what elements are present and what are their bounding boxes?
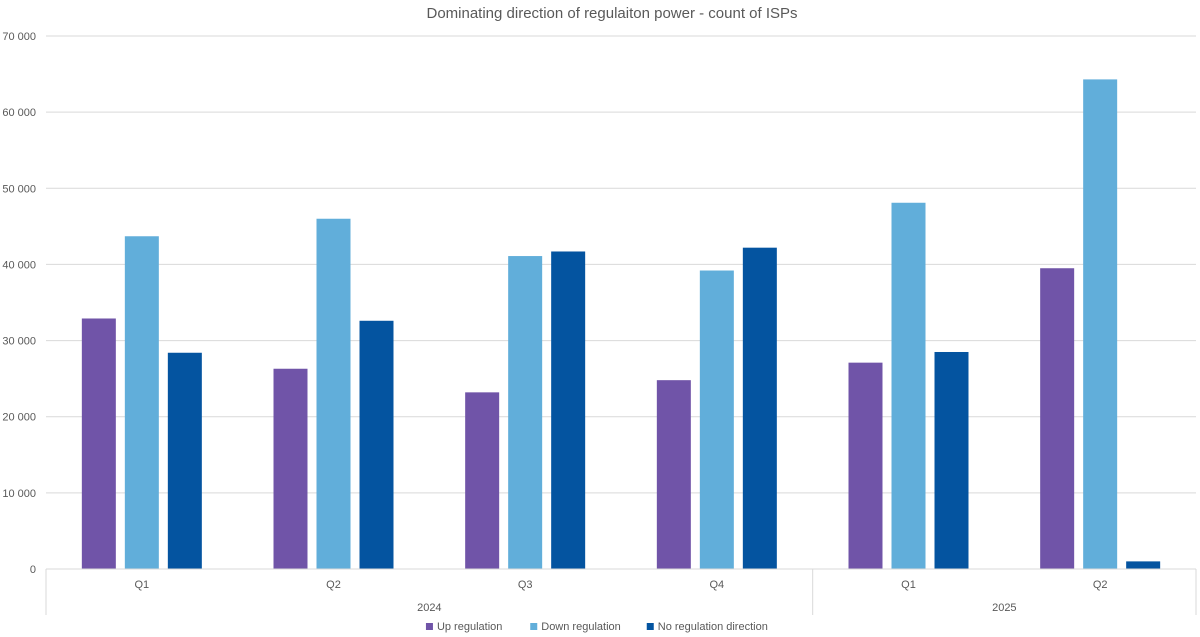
x-axis: Q1 Q2 Q3 Q4 Q1 Q2 2024 2025 (45, 568, 1197, 615)
bar (1083, 79, 1118, 569)
legend: Up regulation Down regulation No regulatio… (425, 621, 768, 633)
legend-swatch (425, 623, 433, 630)
legend-label: Up regulation (437, 621, 502, 633)
bar (1040, 268, 1075, 569)
bar (551, 251, 586, 569)
x-tick-label: Q3 (518, 579, 533, 591)
legend-swatch (646, 623, 654, 630)
gridlines (46, 35, 1196, 494)
bar (848, 362, 883, 569)
bar (273, 368, 308, 569)
legend-swatch (530, 623, 538, 630)
x-tick-label: Q4 (709, 579, 724, 591)
y-tick-label: 70 000 (2, 31, 36, 43)
bar (167, 352, 202, 569)
y-tick-label: 10 000 (2, 488, 36, 500)
bar (656, 380, 691, 569)
bar (934, 351, 969, 569)
y-tick-label: 0 (30, 564, 36, 576)
x-tick-label: Q1 (134, 579, 149, 591)
x-tick-label: Q1 (901, 579, 916, 591)
y-tick-label: 60 000 (2, 107, 36, 119)
bar (1126, 561, 1161, 569)
bar (465, 392, 500, 569)
chart-title: Dominating direction of regulaiton power… (426, 5, 797, 22)
bar (508, 256, 543, 569)
bar (699, 270, 734, 569)
bar (359, 320, 394, 569)
y-tick-label: 50 000 (2, 183, 36, 195)
y-tick-label: 40 000 (2, 259, 36, 271)
legend-label: No regulation direction (658, 621, 768, 633)
bar (81, 318, 116, 569)
bar (124, 236, 159, 569)
bar (742, 247, 777, 570)
x-tick-label: Q2 (326, 579, 341, 591)
bar (316, 218, 351, 569)
x-group-label: 2024 (417, 602, 441, 614)
y-axis-ticks: 0 10 000 20 000 30 000 40 000 50 000 60 000 70 … (2, 31, 36, 576)
y-tick-label: 30 000 (2, 336, 36, 348)
x-tick-label: Q2 (1093, 579, 1108, 591)
x-group-label: 2025 (992, 602, 1016, 614)
legend-label: Down regulation (541, 621, 621, 633)
bars (81, 79, 1161, 570)
y-tick-label: 20 000 (2, 412, 36, 424)
bar (891, 202, 926, 569)
